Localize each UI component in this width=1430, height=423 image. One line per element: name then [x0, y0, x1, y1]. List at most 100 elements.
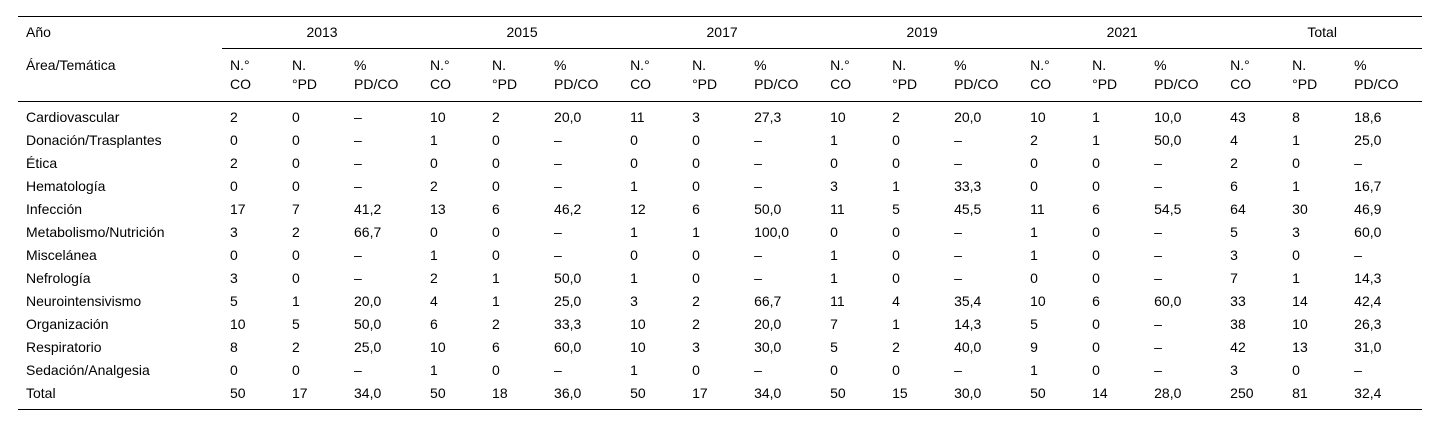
- table-cell: –: [554, 178, 562, 194]
- group-header: 2019: [822, 16, 1023, 49]
- header-cell: Área/Temática: [18, 48, 222, 102]
- table-row: Ética 2 0 – 0 0 – 0 0 – 0 0 – 0 0 – 2 0 –: [18, 152, 1422, 175]
- subheader-cell: N.° CO: [1022, 48, 1085, 102]
- group-header: 2015: [422, 16, 623, 49]
- table-cell: 0: [230, 178, 238, 194]
- table-cell: 15: [884, 382, 947, 410]
- table-cell: 0: [292, 132, 300, 148]
- row-label: Neurointensivismo: [26, 293, 142, 309]
- table-cell: 9: [1030, 339, 1038, 355]
- table-cell: 18,6: [1354, 109, 1382, 125]
- table-cell: 2: [230, 109, 238, 125]
- table-cell: 2: [492, 109, 500, 125]
- table-row: Donación/Trasplantes 0 0 – 1 0 – 0 0 – 1 0 – 2 1 50,0 4 1…: [18, 129, 1422, 152]
- table-cell: 1: [630, 178, 638, 194]
- table-cell: 6: [492, 339, 500, 355]
- table-cell: 11: [830, 293, 845, 309]
- table-cell: 2: [292, 339, 300, 355]
- table-cell: –: [1154, 339, 1162, 355]
- table-cell: 12: [630, 201, 646, 217]
- table-cell: –: [1354, 362, 1362, 378]
- table-cell: 14,3: [954, 316, 982, 332]
- table-cell: 2: [430, 270, 438, 286]
- table-cell: 0: [630, 247, 638, 263]
- table-cell: 0: [230, 132, 238, 148]
- row-label: Miscelánea: [26, 247, 97, 263]
- table-cell: 1: [630, 362, 638, 378]
- table-row: Organización 10 5 50,0 6 2 33,3 10 2 20,0 7 1 14,3 5 0…: [18, 313, 1422, 336]
- table-cell: 3: [230, 224, 238, 240]
- table-cell: 17: [684, 382, 747, 410]
- table-cell: 50: [222, 382, 284, 410]
- row-label: Nefrología: [26, 270, 91, 286]
- table-cell: 0: [892, 270, 900, 286]
- table-cell: 0: [830, 224, 838, 240]
- table-cell: 50,0: [354, 316, 382, 332]
- table-cell: 6: [1092, 293, 1100, 309]
- table-cell: 1: [830, 132, 838, 148]
- table-cell: 11: [630, 109, 645, 125]
- subheader-cell: N.° CO: [622, 48, 685, 102]
- table-cell: 33: [1230, 293, 1246, 309]
- group-header: Total: [1222, 16, 1423, 49]
- table-cell: 1: [1030, 362, 1038, 378]
- table-cell: 0: [230, 247, 238, 263]
- table-cell: 66,7: [354, 224, 382, 240]
- table-cell: 0: [892, 362, 900, 378]
- table-cell: 20,0: [754, 316, 782, 332]
- table-cell: 7: [1230, 270, 1238, 286]
- table-cell: 50,0: [754, 201, 782, 217]
- table-cell: 10: [1030, 293, 1046, 309]
- table-cell: –: [954, 270, 962, 286]
- table-cell: 0: [292, 155, 300, 171]
- table-cell: 1: [630, 224, 638, 240]
- subheader-cell: N. °PD: [1084, 48, 1147, 102]
- table-cell: 36,0: [546, 382, 623, 410]
- table-cell: 0: [692, 247, 700, 263]
- header-cell: Año: [18, 16, 222, 49]
- table-cell: 10: [630, 339, 646, 355]
- table-cell: 10: [1292, 316, 1308, 332]
- table-cell: 1: [1092, 132, 1100, 148]
- table-cell: 41,2: [354, 201, 382, 217]
- table-cell: 1: [892, 178, 900, 194]
- subheader-cell: N. °PD: [684, 48, 747, 102]
- table-cell: 6: [692, 201, 700, 217]
- table-cell: 14: [1084, 382, 1147, 410]
- table-cell: 1: [492, 293, 500, 309]
- table-cell: 0: [292, 178, 300, 194]
- table-cell: 5: [1030, 316, 1038, 332]
- table-cell: 3: [1292, 224, 1300, 240]
- table-cell: 50,0: [1154, 132, 1182, 148]
- row-label: Total: [18, 382, 222, 410]
- table-cell: 3: [692, 109, 700, 125]
- table-cell: 10,0: [1154, 109, 1182, 125]
- subheader-cell: N. °PD: [1284, 48, 1347, 102]
- table-cell: 26,3: [1354, 316, 1382, 332]
- subheader-cell: % PD/CO: [746, 48, 823, 102]
- table-cell: 0: [1092, 247, 1100, 263]
- table-cell: 0: [430, 155, 438, 171]
- table-cell: 0: [230, 362, 238, 378]
- row-label: Hematología: [26, 178, 106, 194]
- table-cell: 1: [830, 270, 838, 286]
- table-cell: –: [1154, 247, 1162, 263]
- table-row: Metabolismo/Nutrición 3 2 66,7 0 0 – 1 1 100,0 0 0 –…: [18, 221, 1422, 244]
- table-cell: 33,3: [554, 316, 582, 332]
- table-cell: –: [954, 224, 962, 240]
- table-cell: 2: [692, 316, 700, 332]
- table-cell: 0: [892, 132, 900, 148]
- row-label: Sedación/Analgesia: [26, 362, 150, 378]
- table-cell: 3: [1230, 247, 1238, 263]
- table-cell: 5: [892, 201, 900, 217]
- table-cell: 1: [1292, 270, 1300, 286]
- table-cell: 50: [1022, 382, 1085, 410]
- table-cell: 0: [492, 224, 500, 240]
- table-cell: 0: [292, 270, 300, 286]
- table-cell: 42: [1230, 339, 1246, 355]
- table-cell: 0: [830, 155, 838, 171]
- table-cell: 0: [1030, 178, 1038, 194]
- table-cell: –: [754, 132, 762, 148]
- table-row: Neurointensivismo 5 1 20,0 4 1 25,0 3 2 66,7 11 4 35…: [18, 290, 1422, 313]
- table-cell: 3: [830, 178, 838, 194]
